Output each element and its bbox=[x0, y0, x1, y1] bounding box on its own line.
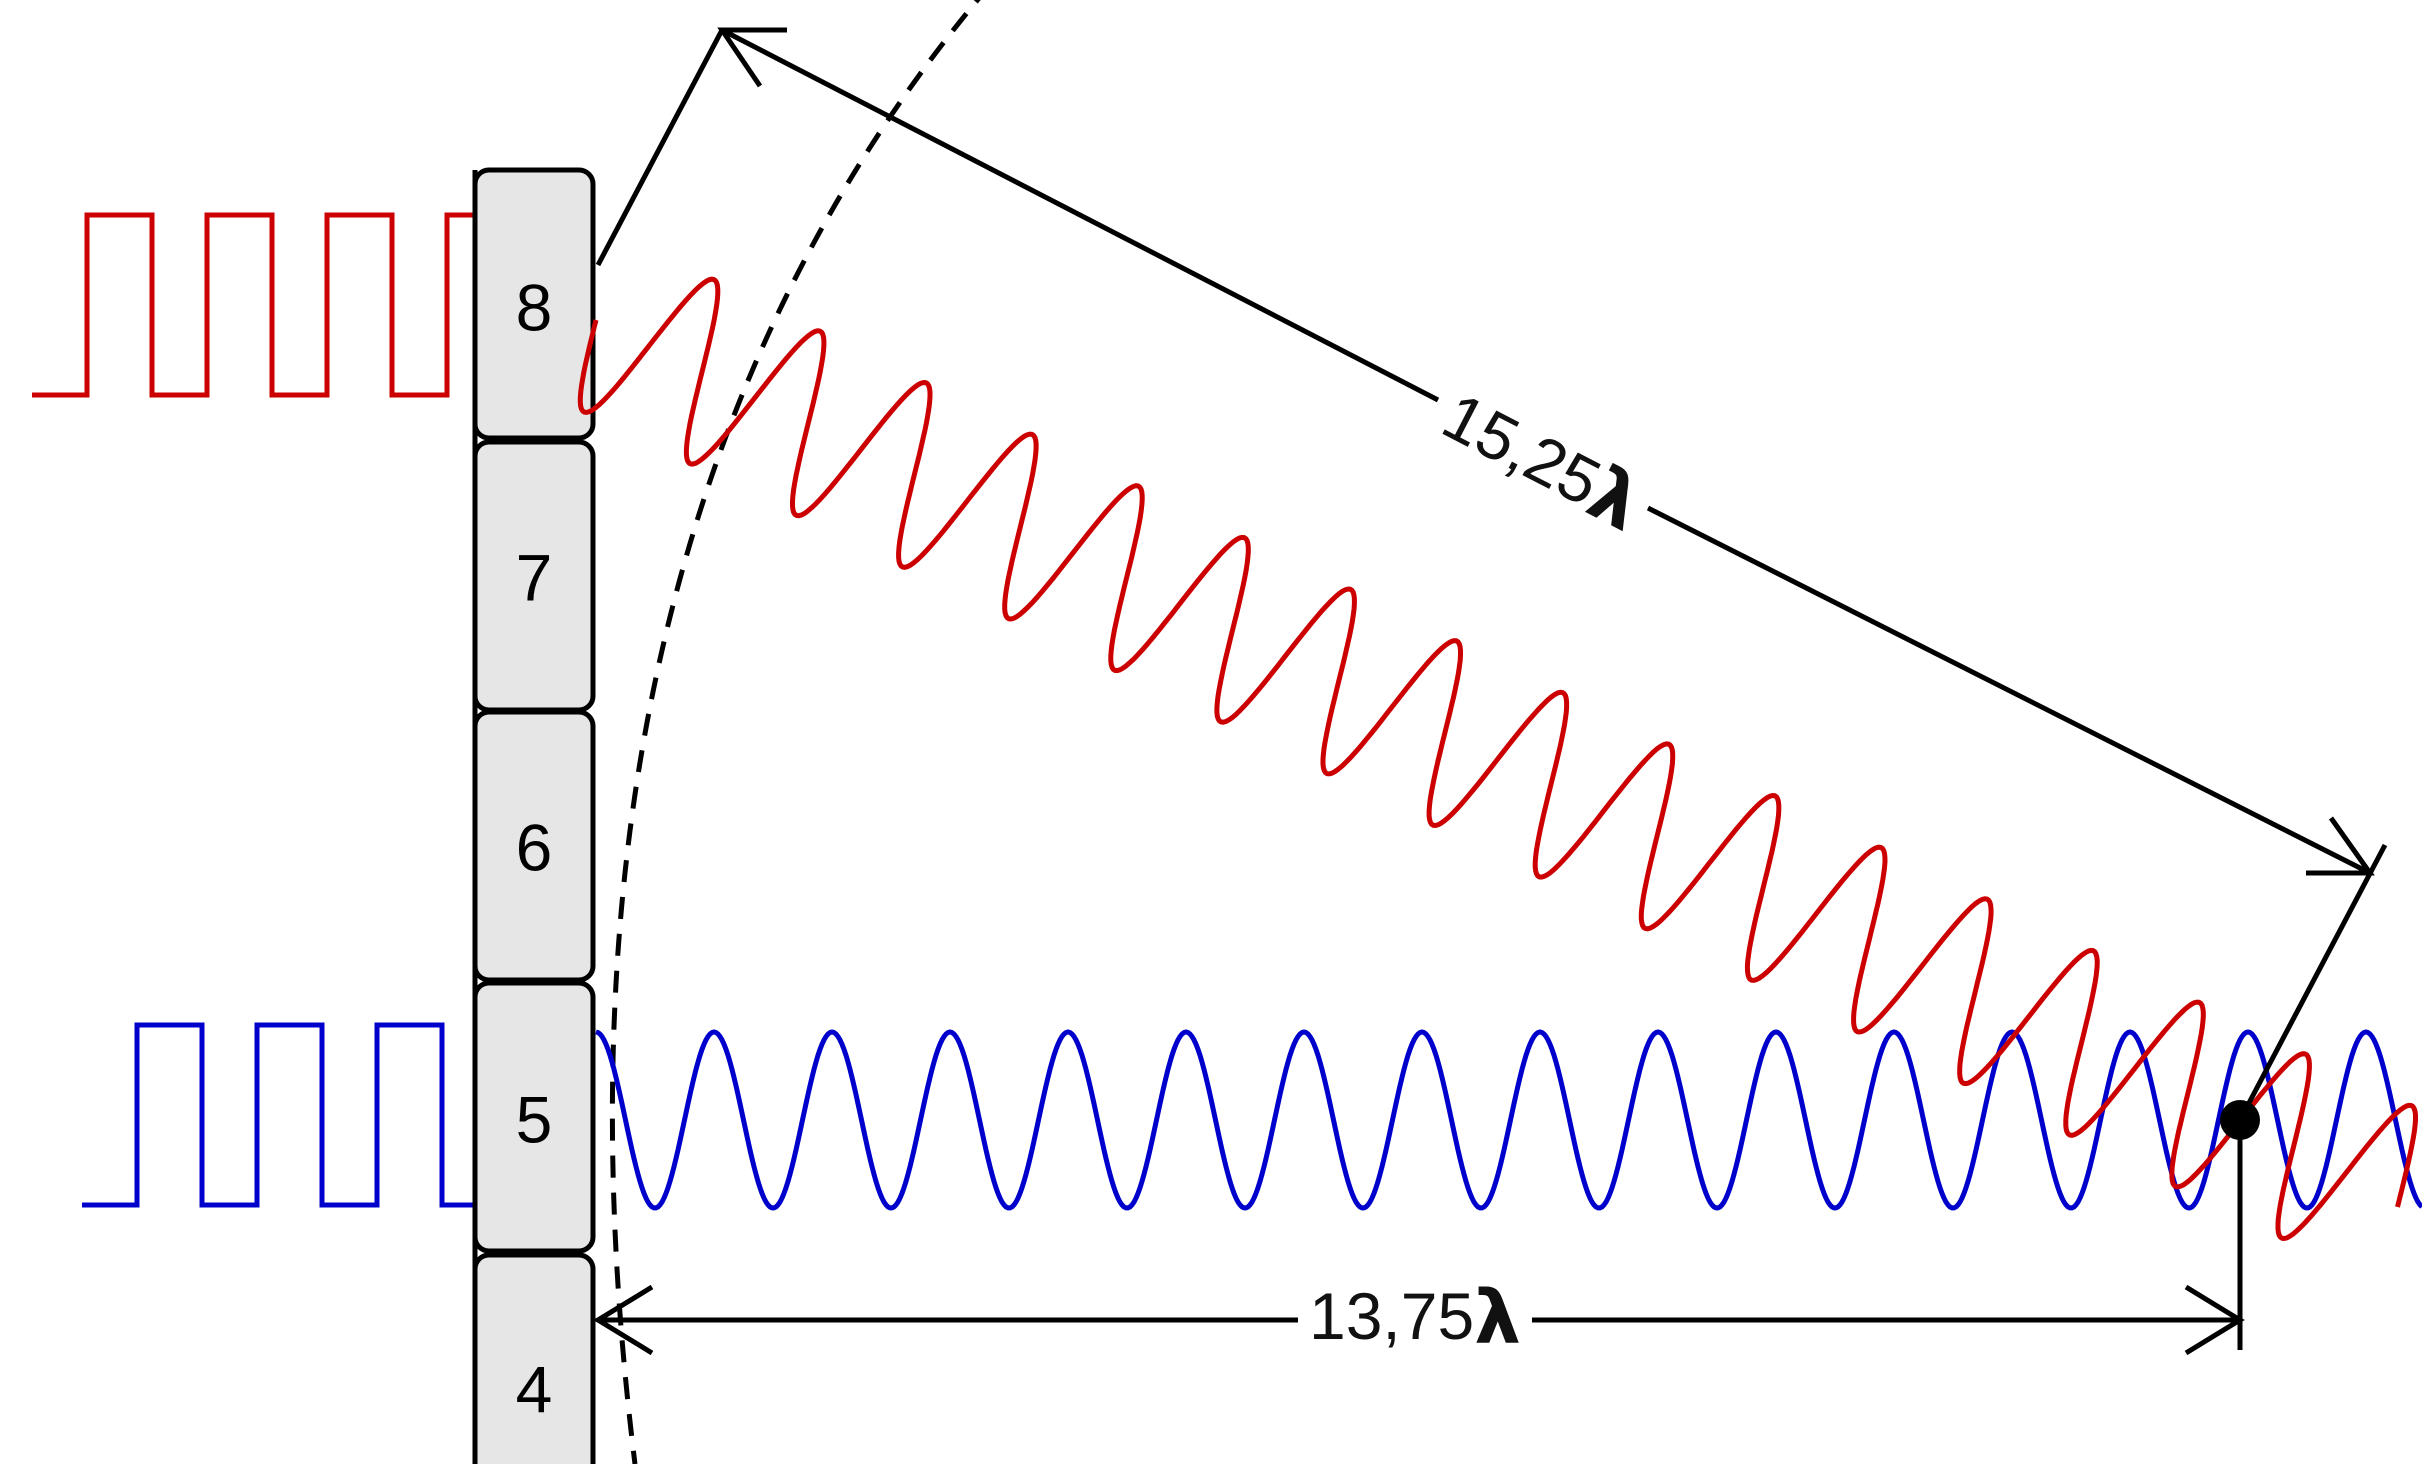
antenna-element-5: 5 bbox=[472, 980, 596, 1254]
element-label-4: 4 bbox=[516, 1352, 553, 1426]
element-label-7: 7 bbox=[516, 540, 553, 614]
antenna-element-4: 4 bbox=[472, 1252, 596, 1464]
blue-sine-wave bbox=[595, 1029, 2422, 1211]
element-label-8: 8 bbox=[516, 270, 553, 344]
antenna-element-7: 7 bbox=[472, 439, 596, 713]
red-square-wave bbox=[32, 212, 478, 398]
diagonal-value: 15,25 bbox=[1431, 379, 1612, 521]
horizontal-value: 13,75 bbox=[1309, 1279, 1474, 1353]
horizontal-lambda: λ bbox=[1474, 1275, 1521, 1361]
svg-text:15,25λ: 15,25λ bbox=[1428, 374, 1656, 548]
element-label-5: 5 bbox=[516, 1082, 553, 1156]
antenna-element-8: 8 bbox=[472, 167, 596, 441]
antenna-element-6: 6 bbox=[472, 709, 596, 983]
svg-text:13,75λ: 13,75λ bbox=[1309, 1275, 1521, 1361]
blue-square-wave bbox=[82, 1022, 475, 1208]
wavefront-arc bbox=[609, 0, 981, 1464]
target-point bbox=[2220, 1100, 2260, 1140]
red-sine-wave bbox=[577, 276, 2418, 1242]
diagonal-dimension: 15,25λ bbox=[595, 27, 2388, 1122]
horizontal-dimension: 13,75λ bbox=[593, 1120, 2245, 1361]
element-label-6: 6 bbox=[516, 810, 553, 884]
